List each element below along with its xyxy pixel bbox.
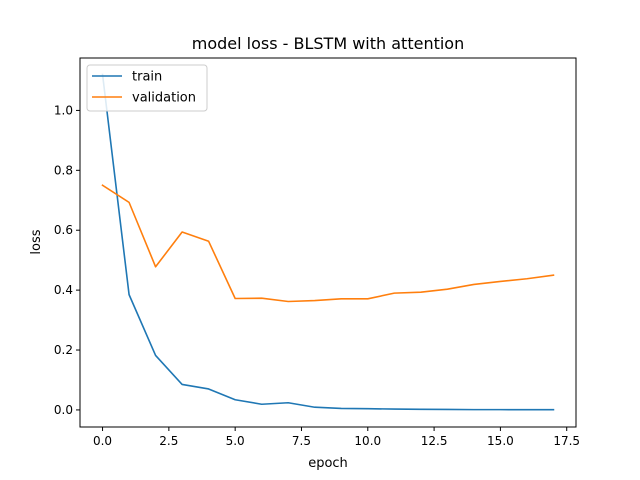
x-tick-label: 10.0 [354,434,381,448]
series-line-train [101,73,555,411]
y-tick-label: 0.4 [54,283,73,297]
y-axis-label: loss [29,229,44,254]
legend-label-validation: validation [132,91,196,106]
x-tick-label: 15.0 [487,434,514,448]
x-axis-label: epoch [308,456,348,471]
x-tick-label: 0.0 [93,434,112,448]
y-tick-label: 0.0 [54,403,73,417]
x-tick-label: 12.5 [421,434,448,448]
y-tick-label: 0.6 [54,223,73,237]
y-axis: 0.0 0.2 0.4 0.6 0.8 1.0 [54,103,80,417]
y-tick-label: 0.8 [54,163,73,177]
series-line-validation [101,184,555,303]
x-tick-label: 5.0 [226,434,245,448]
plot-area [101,73,555,411]
y-tick-label: 0.2 [54,343,73,357]
x-tick-label: 2.5 [159,434,178,448]
legend-label-train: train [132,70,162,85]
x-tick-label: 7.5 [292,434,311,448]
axes-frame [79,57,577,428]
legend: train validation [86,64,208,112]
x-tick-label: 17.5 [553,434,580,448]
y-tick-label: 1.0 [54,103,73,117]
x-axis: 0.0 2.5 5.0 7.5 10.0 12.5 15.0 17.5 [93,427,580,448]
chart-title: model loss - BLSTM with attention [192,34,464,53]
